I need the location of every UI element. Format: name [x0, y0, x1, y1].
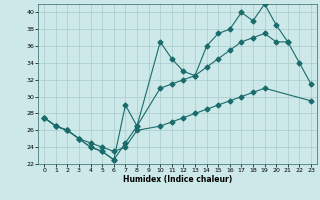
X-axis label: Humidex (Indice chaleur): Humidex (Indice chaleur)	[123, 175, 232, 184]
